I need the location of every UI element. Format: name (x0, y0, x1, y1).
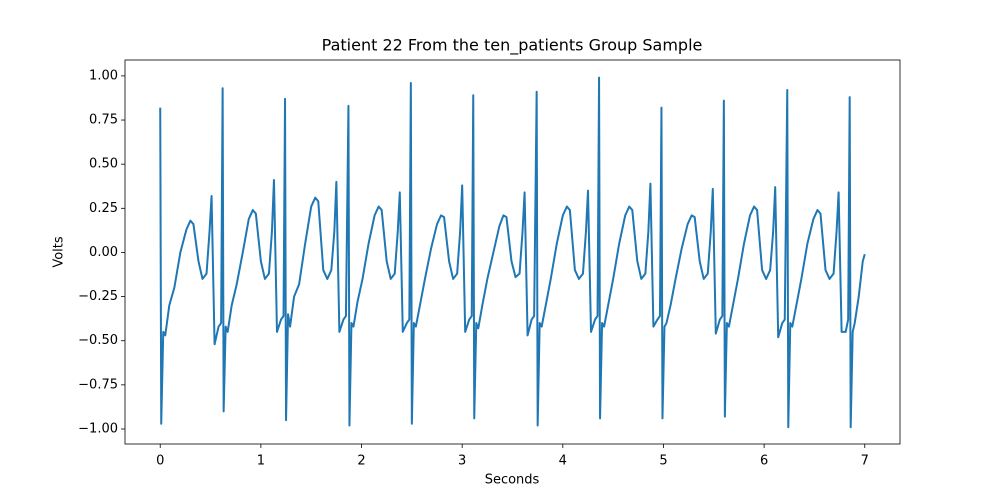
chart-title: Patient 22 From the ten_patients Group S… (322, 36, 703, 56)
data-line (159, 76, 866, 429)
x-tick-label: 3 (458, 454, 466, 469)
x-tick-label: 7 (861, 454, 869, 469)
y-tick-label: −0.25 (78, 289, 118, 304)
y-tick-label: 0.75 (89, 113, 118, 128)
x-tick-label: 6 (760, 454, 768, 469)
x-tick-label: 4 (559, 454, 567, 469)
y-tick-label: 0.50 (89, 157, 118, 172)
y-tick-label: 0.25 (89, 201, 118, 216)
axes-frame (124, 59, 901, 445)
x-axis-label: Seconds (485, 473, 540, 488)
plot-area (159, 76, 866, 429)
x-tick-label: 0 (156, 454, 164, 469)
y-axis-label: Volts (52, 236, 67, 268)
y-tick-label: −1.00 (78, 421, 118, 436)
x-tick-label: 5 (659, 454, 667, 469)
x-tick-label: 1 (257, 454, 265, 469)
y-tick-label: 1.00 (89, 68, 118, 83)
y-tick-label: −0.75 (78, 377, 118, 392)
y-tick-label: 0.00 (89, 245, 118, 260)
y-tick-label: −0.50 (78, 333, 118, 348)
x-tick-label: 2 (357, 454, 365, 469)
